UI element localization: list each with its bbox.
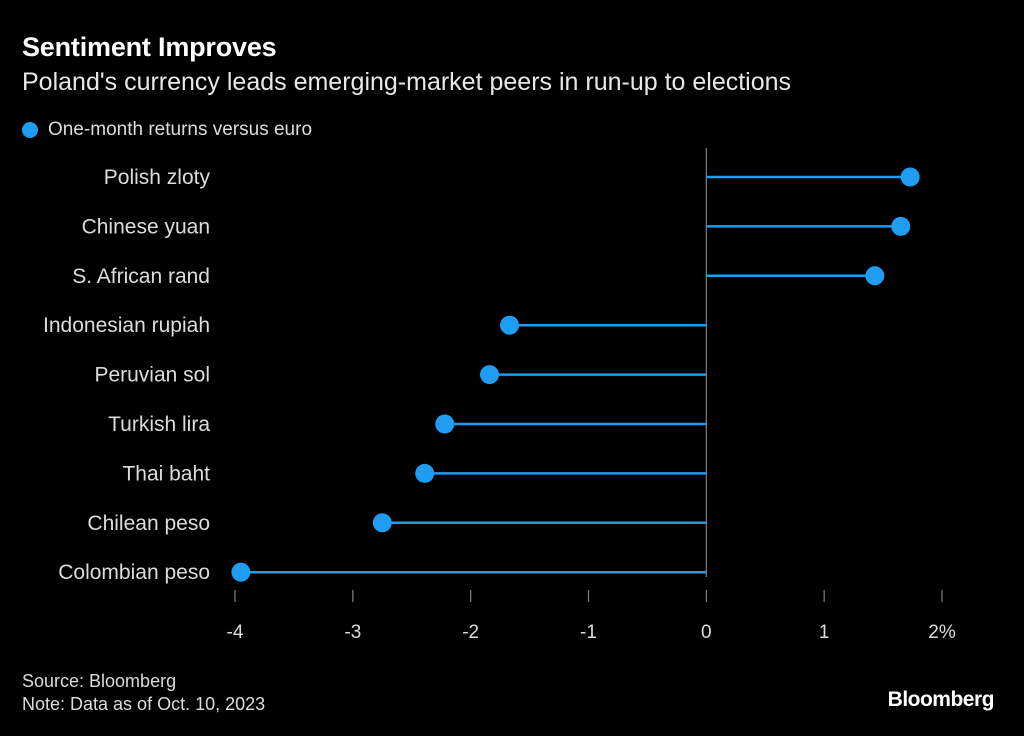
category-label: Turkish lira	[108, 413, 210, 436]
lollipop-dot	[372, 513, 392, 533]
x-tick-label: -3	[344, 622, 361, 643]
x-tick-label: 0	[701, 622, 712, 643]
x-tick-label: -2	[462, 622, 479, 643]
legend-marker	[22, 122, 38, 138]
chart-title: Sentiment Improves	[22, 32, 277, 62]
x-tick-label: 1	[819, 622, 830, 643]
lollipop-dot	[891, 216, 911, 236]
lollipop-dot	[480, 365, 500, 385]
category-label: Chinese yuan	[82, 215, 210, 238]
lollipop-dot	[865, 266, 885, 286]
data-note: Note: Data as of Oct. 10, 2023	[22, 694, 266, 714]
category-label: Peruvian sol	[94, 364, 210, 387]
x-tick-label: -4	[227, 622, 244, 643]
source-note: Source: Bloomberg	[22, 671, 177, 691]
category-label: Thai baht	[122, 462, 210, 485]
chart-subtitle: Poland's currency leads emerging-market …	[22, 68, 792, 96]
category-label: S. African rand	[72, 265, 210, 288]
x-tick-label: -1	[580, 622, 597, 643]
lollipop-dot	[500, 315, 520, 335]
lollipop-dot	[900, 167, 920, 187]
x-tick-label: 2%	[928, 622, 956, 643]
lollipop-dot	[435, 414, 455, 434]
lollipop-dot	[415, 463, 435, 483]
legend: One-month returns versus euro	[22, 119, 312, 141]
category-label: Chilean peso	[87, 512, 210, 535]
bloomberg-logo: Bloomberg	[887, 688, 995, 711]
lollipop-dot	[231, 562, 251, 582]
category-label: Colombian peso	[58, 561, 210, 584]
legend-label: One-month returns versus euro	[48, 119, 313, 140]
category-label: Polish zloty	[104, 166, 211, 189]
category-label: Indonesian rupiah	[43, 314, 210, 337]
